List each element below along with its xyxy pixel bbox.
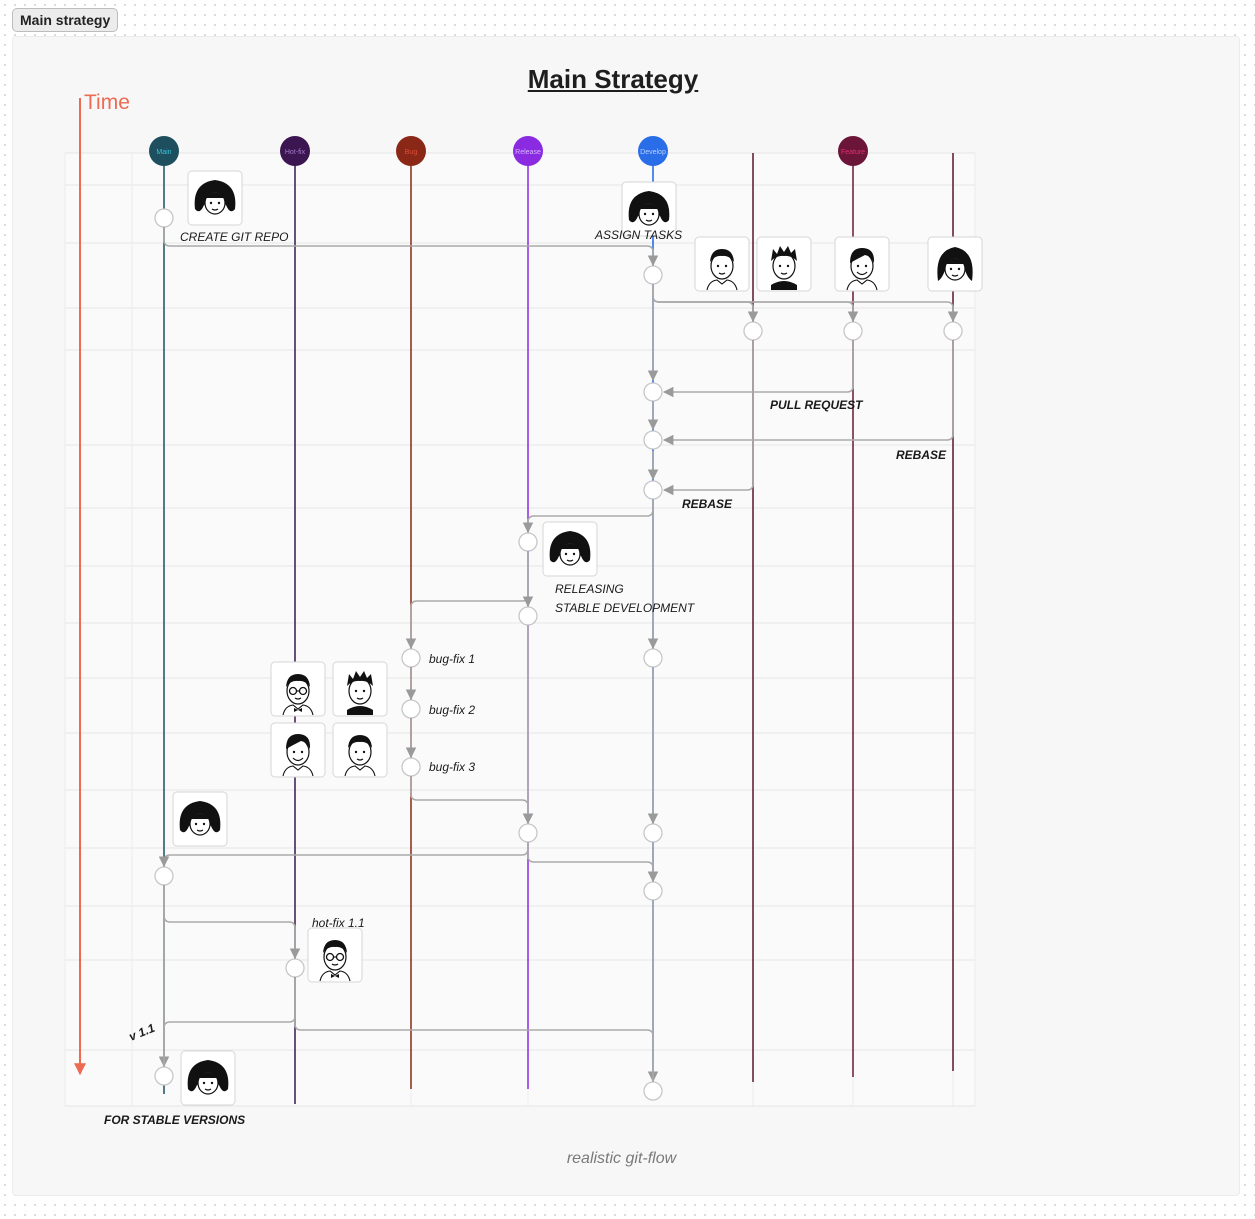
merge-connector bbox=[662, 341, 954, 446]
bugfix-2-label: bug-fix 2 bbox=[429, 703, 475, 717]
branch-header-main[interactable]: Main bbox=[149, 136, 179, 166]
commit-node[interactable] bbox=[401, 757, 421, 777]
avatar-woman-lead bbox=[621, 181, 677, 237]
branch-name-bug: Bug bbox=[405, 149, 418, 156]
avatar-woman-lead bbox=[180, 1050, 236, 1106]
avatar-man-short bbox=[694, 236, 750, 292]
avatars bbox=[172, 170, 983, 1106]
commit-node[interactable] bbox=[518, 823, 538, 843]
branch-header-hotfix[interactable]: Hot-fix bbox=[280, 136, 310, 166]
commit-node[interactable] bbox=[643, 430, 663, 450]
commit-node[interactable] bbox=[643, 1081, 663, 1101]
commit-node[interactable] bbox=[643, 265, 663, 285]
commit-node[interactable] bbox=[643, 823, 663, 843]
branch-name-release: Release bbox=[515, 149, 541, 156]
avatar-woman-lead bbox=[172, 791, 228, 847]
avatar-man-spiky bbox=[756, 236, 812, 292]
branch-header-release[interactable]: Release bbox=[513, 136, 543, 166]
commit-node[interactable] bbox=[643, 382, 663, 402]
branch-node-main[interactable] bbox=[149, 136, 179, 166]
merge-connector bbox=[662, 341, 854, 398]
avatar-man-smile bbox=[270, 722, 326, 778]
commit-node[interactable] bbox=[285, 958, 305, 978]
branch-header-develop[interactable]: Develop bbox=[638, 136, 668, 166]
time-label: Time bbox=[84, 91, 130, 114]
branch-name-main: Main bbox=[156, 149, 171, 156]
stable-versions-label: FOR STABLE VERSIONS bbox=[104, 1113, 245, 1127]
avatar-man-glasses bbox=[307, 927, 363, 983]
caption: realistic git-flow bbox=[566, 1150, 677, 1167]
commit-node[interactable] bbox=[843, 321, 863, 341]
merge-connector bbox=[662, 341, 754, 496]
diagram-title: Main Strategy bbox=[527, 64, 699, 94]
branch-name-hotfix: Hot-fix bbox=[285, 149, 306, 156]
bugfix-3-label: bug-fix 3 bbox=[429, 760, 475, 774]
branch-node-develop[interactable] bbox=[638, 136, 668, 166]
commit-node[interactable] bbox=[401, 699, 421, 719]
commit-node[interactable] bbox=[518, 606, 538, 626]
branch-node-bug[interactable] bbox=[396, 136, 426, 166]
commit-node[interactable] bbox=[943, 321, 963, 341]
branch-node-release[interactable] bbox=[513, 136, 543, 166]
branch-node-feature[interactable] bbox=[838, 136, 868, 166]
create-repo-label: CREATE GIT REPO bbox=[180, 230, 288, 244]
branch-name-develop: Develop bbox=[640, 149, 666, 156]
bugfix-1-label: bug-fix 1 bbox=[429, 652, 475, 666]
commit-node[interactable] bbox=[643, 480, 663, 500]
avatar-man-spiky bbox=[332, 661, 388, 717]
avatar-man-glasses bbox=[270, 661, 326, 717]
commit-node[interactable] bbox=[743, 321, 763, 341]
merge-connector bbox=[163, 228, 659, 267]
merge-connectors bbox=[158, 228, 959, 1083]
frame-tab[interactable]: Main strategy bbox=[12, 8, 119, 32]
commit-node[interactable] bbox=[154, 866, 174, 886]
avatar-woman-lead bbox=[542, 521, 598, 577]
commit-node[interactable] bbox=[518, 532, 538, 552]
branch-node-hotfix[interactable] bbox=[280, 136, 310, 166]
commit-node[interactable] bbox=[643, 648, 663, 668]
annotations: CREATE GIT REPO ASSIGN TASKS PULL REQUES… bbox=[104, 228, 947, 1127]
avatar-man-smile bbox=[834, 236, 890, 292]
commit-node[interactable] bbox=[401, 648, 421, 668]
branch-headers: Main Hot-fix Bug Release Develop Feature bbox=[149, 136, 868, 166]
avatar-man-short bbox=[332, 722, 388, 778]
pull-request-label: PULL REQUEST bbox=[770, 398, 864, 412]
branch-name-feature: Feature bbox=[841, 149, 865, 156]
hotfix-label: hot-fix 1.1 bbox=[312, 916, 365, 930]
stable-development-label: STABLE DEVELOPMENT bbox=[555, 601, 696, 615]
commits bbox=[154, 208, 963, 1101]
releasing-label: RELEASING bbox=[555, 582, 624, 596]
assign-tasks-label: ASSIGN TASKS bbox=[594, 228, 682, 242]
branch-header-bug[interactable]: Bug bbox=[396, 136, 426, 166]
avatar-woman-lead bbox=[187, 170, 243, 226]
commit-node[interactable] bbox=[154, 208, 174, 228]
branch-header-feature[interactable]: Feature bbox=[838, 136, 868, 166]
rebase-label-1: REBASE bbox=[896, 448, 947, 462]
avatar-woman-long bbox=[927, 236, 983, 292]
commit-node[interactable] bbox=[643, 881, 663, 901]
rebase-label-2: REBASE bbox=[682, 497, 733, 511]
background-grid bbox=[64, 152, 976, 1107]
commit-node[interactable] bbox=[154, 1066, 174, 1086]
